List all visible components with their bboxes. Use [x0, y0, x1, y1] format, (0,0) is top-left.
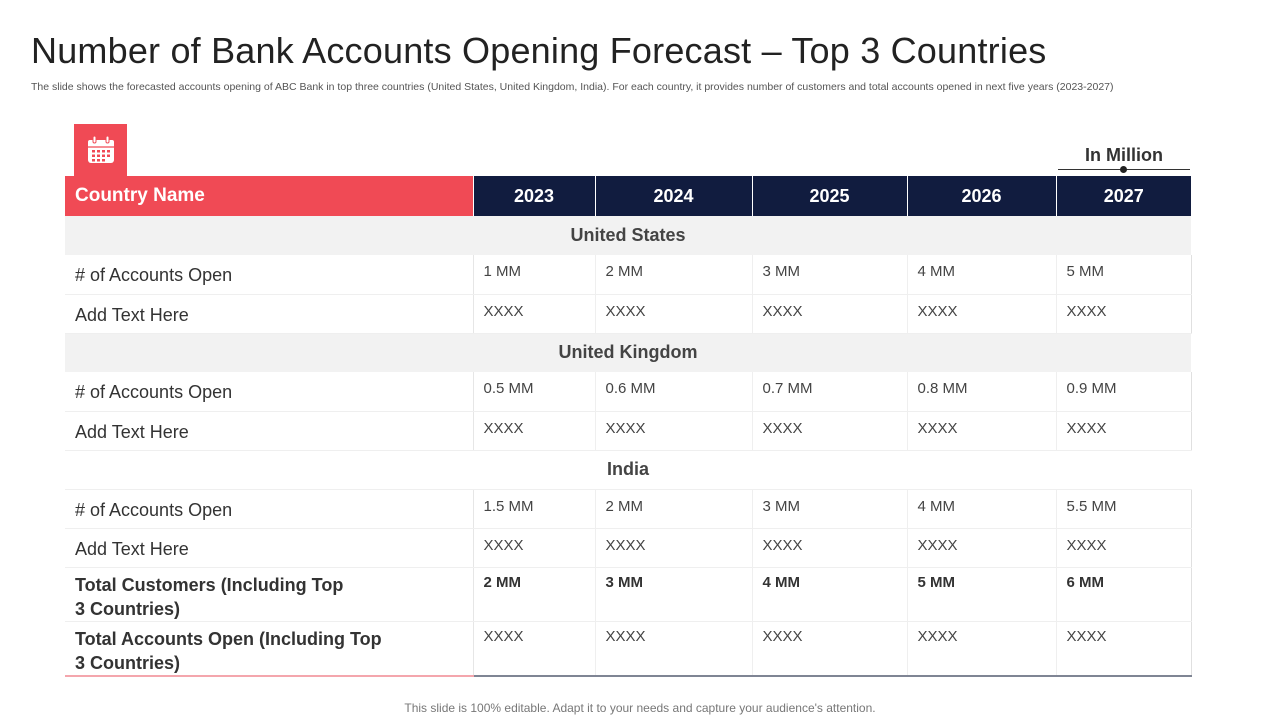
table-cell: XXXX — [595, 621, 753, 677]
section-row-united-kingdom: United Kingdom — [65, 333, 1191, 372]
row-label-line: Total Customers (Including Top — [75, 574, 344, 595]
calendar-icon — [87, 135, 114, 163]
year-header: 2024 — [594, 176, 752, 216]
table-cell: XXXX — [752, 528, 908, 568]
row-label-line: Total Accounts Open (Including Top — [75, 628, 382, 649]
section-title: India — [65, 450, 1191, 490]
row-label: Add Text Here — [65, 528, 474, 568]
table-cell: XXXX — [907, 528, 1057, 568]
table-cell: 0.6 MM — [595, 372, 753, 412]
table-row: # of Accounts Open 0.5 MM 0.6 MM 0.7 MM … — [65, 372, 1192, 412]
year-header: 2026 — [906, 176, 1056, 216]
row-label-line: 3 Countries) — [75, 598, 181, 619]
row-label-line: 3 Countries) — [75, 652, 181, 673]
table-cell: 5.5 MM — [1056, 489, 1192, 529]
table-cell: XXXX — [907, 294, 1057, 334]
slide-subtitle: The slide shows the forecasted accounts … — [31, 81, 1114, 93]
table-cell: 6 MM — [1056, 567, 1192, 622]
table-cell: XXXX — [752, 411, 908, 451]
section-title: United Kingdom — [65, 333, 1191, 372]
table-cell: 4 MM — [907, 489, 1057, 529]
forecast-table: Country Name 2023 2024 2025 2026 2027 Un… — [65, 176, 1192, 677]
row-label: Total Customers (Including Top 3 Countri… — [65, 567, 474, 622]
table-cell: 3 MM — [752, 255, 908, 295]
table-cell: 5 MM — [907, 567, 1057, 622]
unit-dot — [1120, 166, 1127, 173]
country-name-header: Country Name — [65, 176, 473, 216]
table-cell: XXXX — [1056, 294, 1192, 334]
table-cell: 0.5 MM — [473, 372, 596, 412]
table-cell: 0.9 MM — [1056, 372, 1192, 412]
calendar-badge — [74, 124, 127, 176]
section-row-united-states: United States — [65, 216, 1191, 255]
table-cell: 3 MM — [595, 567, 753, 622]
table-cell: XXXX — [1056, 621, 1192, 677]
year-header: 2025 — [751, 176, 907, 216]
row-label: Add Text Here — [65, 294, 474, 334]
table-cell: XXXX — [1056, 411, 1192, 451]
table-cell: XXXX — [1056, 528, 1192, 568]
table-cell: 4 MM — [752, 567, 908, 622]
table-cell: XXXX — [595, 294, 753, 334]
year-header: 2023 — [472, 176, 595, 216]
table-cell: 0.8 MM — [907, 372, 1057, 412]
table-cell: 2 MM — [595, 255, 753, 295]
table-cell: XXXX — [473, 411, 596, 451]
table-cell: 2 MM — [473, 567, 596, 622]
table-cell: 4 MM — [907, 255, 1057, 295]
table-cell: XXXX — [752, 621, 908, 677]
table-cell: 5 MM — [1056, 255, 1192, 295]
unit-label: In Million — [1085, 145, 1163, 165]
table-cell: 0.7 MM — [752, 372, 908, 412]
row-label: # of Accounts Open — [65, 489, 474, 529]
table-cell: XXXX — [473, 294, 596, 334]
year-header: 2027 — [1055, 176, 1191, 216]
table-header-row: Country Name 2023 2024 2025 2026 2027 — [65, 176, 1191, 216]
table-cell: 3 MM — [752, 489, 908, 529]
table-cell: XXXX — [473, 528, 596, 568]
table-cell: XXXX — [907, 411, 1057, 451]
table-row: # of Accounts Open 1.5 MM 2 MM 3 MM 4 MM… — [65, 489, 1192, 529]
section-title: United States — [65, 216, 1191, 255]
table-cell: 1 MM — [473, 255, 596, 295]
row-label: Add Text Here — [65, 411, 474, 451]
table-cell: XXXX — [907, 621, 1057, 677]
total-accounts-row: Total Accounts Open (Including Top 3 Cou… — [65, 621, 1192, 677]
table-cell: 2 MM — [595, 489, 753, 529]
slide-title: Number of Bank Accounts Opening Forecast… — [31, 30, 1047, 71]
table-cell: XXXX — [473, 621, 596, 677]
row-label: # of Accounts Open — [65, 372, 474, 412]
table-cell: XXXX — [595, 528, 753, 568]
table-cell: XXXX — [595, 411, 753, 451]
table-row: Add Text Here XXXX XXXX XXXX XXXX XXXX — [65, 294, 1192, 334]
table-row: # of Accounts Open 1 MM 2 MM 3 MM 4 MM 5… — [65, 255, 1192, 295]
row-label: Total Accounts Open (Including Top 3 Cou… — [65, 621, 474, 677]
table-row: Add Text Here XXXX XXXX XXXX XXXX XXXX — [65, 528, 1192, 568]
section-row-india: India — [65, 450, 1191, 490]
total-customers-row: Total Customers (Including Top 3 Countri… — [65, 567, 1192, 622]
table-cell: XXXX — [752, 294, 908, 334]
footer-note: This slide is 100% editable. Adapt it to… — [404, 701, 876, 715]
table-cell: 1.5 MM — [473, 489, 596, 529]
table-row: Add Text Here XXXX XXXX XXXX XXXX XXXX — [65, 411, 1192, 451]
row-label: # of Accounts Open — [65, 255, 474, 295]
